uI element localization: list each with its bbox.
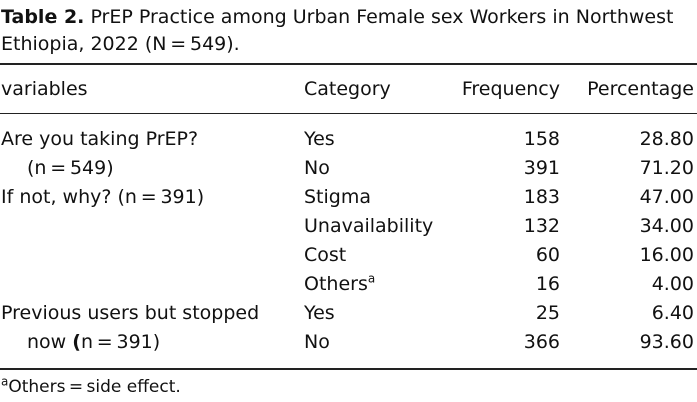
footnote-marker: a — [367, 271, 376, 286]
header-rule — [0, 113, 697, 114]
header-percentage: Percentage — [587, 78, 694, 100]
row-variable: If not, why? (n = 391) — [1, 186, 205, 208]
row-percentage: 6.40 — [651, 302, 694, 324]
row-frequency: 391 — [523, 157, 560, 179]
row-percentage: 16.00 — [639, 244, 694, 266]
row-category: Yes — [304, 128, 335, 150]
table-caption: Table 2. PrEP Practice among Urban Femal… — [1, 4, 695, 58]
top-rule — [0, 63, 697, 65]
row-frequency: 158 — [523, 128, 560, 150]
table-title: PrEP Practice among Urban Female sex Wor… — [1, 6, 674, 55]
row-category: Yes — [304, 302, 335, 324]
row-category: Unavailability — [304, 215, 434, 237]
row-category: No — [304, 331, 330, 353]
row-variable: (n = 549) — [27, 157, 114, 179]
header-category: Category — [304, 78, 391, 100]
row-percentage: 71.20 — [639, 157, 694, 179]
row-frequency: 132 — [523, 215, 560, 237]
row-percentage: 93.60 — [639, 331, 694, 353]
table-footnote: aOthers = side effect. — [1, 374, 181, 398]
header-frequency: Frequency — [461, 78, 560, 100]
row-variable: now (n = 391) — [27, 331, 160, 353]
row-category: Cost — [304, 244, 347, 266]
row-percentage: 28.80 — [639, 128, 694, 150]
row-category: Othersa — [304, 273, 375, 295]
footnote-marker: a — [1, 374, 9, 389]
row-frequency: 16 — [535, 273, 560, 295]
bottom-rule — [0, 368, 697, 370]
close-paren: ) — [152, 331, 161, 353]
row-percentage: 34.00 — [639, 215, 694, 237]
header-variables: variables — [1, 78, 88, 100]
row-frequency: 60 — [535, 244, 560, 266]
row-variable: Are you taking PrEP? — [1, 128, 199, 150]
footnote-text: Others = side effect. — [8, 377, 181, 397]
row-frequency: 183 — [523, 186, 560, 208]
category-text: Others — [304, 273, 368, 295]
row-percentage: 47.00 — [639, 186, 694, 208]
table-label: Table 2. — [1, 6, 85, 28]
row-variable: Previous users but stopped — [1, 302, 260, 324]
row-frequency: 366 — [523, 331, 560, 353]
variable-prefix: now — [27, 331, 73, 353]
open-paren: ( — [72, 331, 81, 353]
row-category: No — [304, 157, 330, 179]
row-category: Stigma — [304, 186, 372, 208]
row-percentage: 4.00 — [651, 273, 694, 295]
row-frequency: 25 — [535, 302, 560, 324]
variable-n: n = 391 — [80, 331, 153, 353]
